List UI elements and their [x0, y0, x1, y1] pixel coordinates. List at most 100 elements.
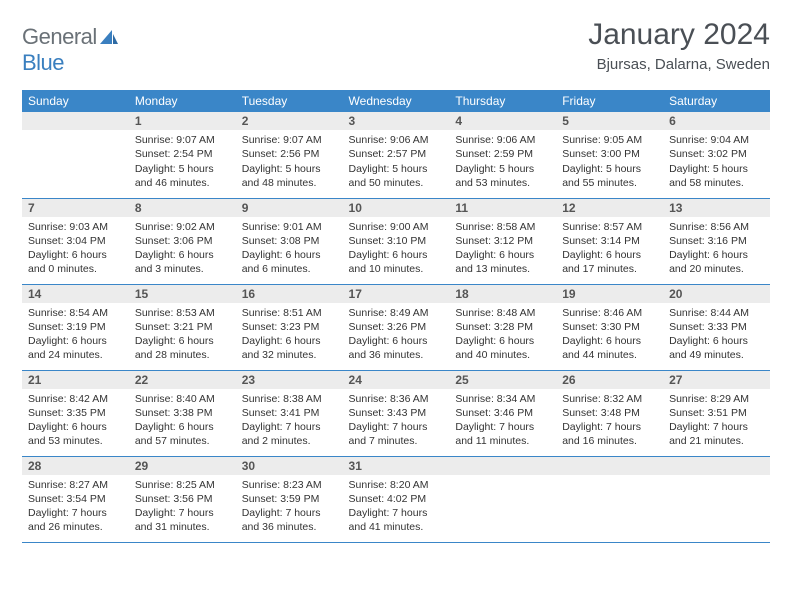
day-body: Sunrise: 8:58 AMSunset: 3:12 PMDaylight:…	[449, 217, 556, 283]
day-body: Sunrise: 8:49 AMSunset: 3:26 PMDaylight:…	[343, 303, 450, 369]
day-body: Sunrise: 8:34 AMSunset: 3:46 PMDaylight:…	[449, 389, 556, 455]
day-number: 14	[22, 285, 129, 303]
daylight-text: Daylight: 7 hours and 7 minutes.	[349, 420, 444, 448]
day-body: Sunrise: 9:06 AMSunset: 2:57 PMDaylight:…	[343, 130, 450, 196]
calendar-day-cell: 12Sunrise: 8:57 AMSunset: 3:14 PMDayligh…	[556, 198, 663, 284]
day-number: 2	[236, 112, 343, 130]
calendar-day-cell: 11Sunrise: 8:58 AMSunset: 3:12 PMDayligh…	[449, 198, 556, 284]
calendar-day-cell	[663, 456, 770, 542]
sunset-text: Sunset: 3:19 PM	[28, 320, 123, 334]
weekday-header: Sunday	[22, 90, 129, 112]
calendar-day-cell	[449, 456, 556, 542]
day-number: 20	[663, 285, 770, 303]
sunrise-text: Sunrise: 8:20 AM	[349, 478, 444, 492]
day-body: Sunrise: 8:53 AMSunset: 3:21 PMDaylight:…	[129, 303, 236, 369]
calendar-week-row: 1Sunrise: 9:07 AMSunset: 2:54 PMDaylight…	[22, 112, 770, 198]
daylight-text: Daylight: 7 hours and 36 minutes.	[242, 506, 337, 534]
calendar-day-cell	[556, 456, 663, 542]
daylight-text: Daylight: 7 hours and 41 minutes.	[349, 506, 444, 534]
calendar-day-cell: 6Sunrise: 9:04 AMSunset: 3:02 PMDaylight…	[663, 112, 770, 198]
day-body: Sunrise: 8:36 AMSunset: 3:43 PMDaylight:…	[343, 389, 450, 455]
day-number: 31	[343, 457, 450, 475]
calendar-day-cell: 3Sunrise: 9:06 AMSunset: 2:57 PMDaylight…	[343, 112, 450, 198]
calendar-day-cell: 30Sunrise: 8:23 AMSunset: 3:59 PMDayligh…	[236, 456, 343, 542]
sunrise-text: Sunrise: 9:01 AM	[242, 220, 337, 234]
daylight-text: Daylight: 6 hours and 24 minutes.	[28, 334, 123, 362]
logo-text-blue: Blue	[22, 50, 64, 75]
calendar-body: 1Sunrise: 9:07 AMSunset: 2:54 PMDaylight…	[22, 112, 770, 542]
logo-text: General Blue	[22, 24, 119, 76]
day-number: 24	[343, 371, 450, 389]
day-number: 16	[236, 285, 343, 303]
sunset-text: Sunset: 3:41 PM	[242, 406, 337, 420]
weekday-header: Friday	[556, 90, 663, 112]
day-number: 6	[663, 112, 770, 130]
calendar-day-cell: 18Sunrise: 8:48 AMSunset: 3:28 PMDayligh…	[449, 284, 556, 370]
sunrise-text: Sunrise: 8:42 AM	[28, 392, 123, 406]
sunrise-text: Sunrise: 8:49 AM	[349, 306, 444, 320]
day-body: Sunrise: 8:29 AMSunset: 3:51 PMDaylight:…	[663, 389, 770, 455]
calendar-day-cell: 1Sunrise: 9:07 AMSunset: 2:54 PMDaylight…	[129, 112, 236, 198]
calendar-day-cell: 8Sunrise: 9:02 AMSunset: 3:06 PMDaylight…	[129, 198, 236, 284]
day-number: 19	[556, 285, 663, 303]
sunrise-text: Sunrise: 9:06 AM	[455, 133, 550, 147]
calendar-day-cell: 19Sunrise: 8:46 AMSunset: 3:30 PMDayligh…	[556, 284, 663, 370]
weekday-header: Saturday	[663, 90, 770, 112]
day-number: 18	[449, 285, 556, 303]
sunrise-text: Sunrise: 8:29 AM	[669, 392, 764, 406]
sunset-text: Sunset: 3:00 PM	[562, 147, 657, 161]
sunrise-text: Sunrise: 9:02 AM	[135, 220, 230, 234]
day-number: 1	[129, 112, 236, 130]
sunrise-text: Sunrise: 8:54 AM	[28, 306, 123, 320]
sunset-text: Sunset: 3:06 PM	[135, 234, 230, 248]
day-number: 17	[343, 285, 450, 303]
sunset-text: Sunset: 2:54 PM	[135, 147, 230, 161]
sunrise-text: Sunrise: 8:34 AM	[455, 392, 550, 406]
daylight-text: Daylight: 7 hours and 26 minutes.	[28, 506, 123, 534]
daylight-text: Daylight: 6 hours and 49 minutes.	[669, 334, 764, 362]
daylight-text: Daylight: 6 hours and 10 minutes.	[349, 248, 444, 276]
sunset-text: Sunset: 3:48 PM	[562, 406, 657, 420]
title-block: January 2024 Bjursas, Dalarna, Sweden	[588, 18, 770, 73]
page-header: General Blue January 2024 Bjursas, Dalar…	[22, 18, 770, 76]
calendar-day-cell: 17Sunrise: 8:49 AMSunset: 3:26 PMDayligh…	[343, 284, 450, 370]
daylight-text: Daylight: 6 hours and 6 minutes.	[242, 248, 337, 276]
sunset-text: Sunset: 3:33 PM	[669, 320, 764, 334]
sunrise-text: Sunrise: 9:07 AM	[135, 133, 230, 147]
day-number	[22, 112, 129, 130]
sunrise-text: Sunrise: 8:38 AM	[242, 392, 337, 406]
daylight-text: Daylight: 5 hours and 55 minutes.	[562, 162, 657, 190]
day-number	[449, 457, 556, 475]
calendar-week-row: 21Sunrise: 8:42 AMSunset: 3:35 PMDayligh…	[22, 370, 770, 456]
day-body: Sunrise: 9:07 AMSunset: 2:54 PMDaylight:…	[129, 130, 236, 196]
sunrise-text: Sunrise: 8:53 AM	[135, 306, 230, 320]
daylight-text: Daylight: 5 hours and 50 minutes.	[349, 162, 444, 190]
day-body: Sunrise: 8:25 AMSunset: 3:56 PMDaylight:…	[129, 475, 236, 541]
calendar-day-cell: 14Sunrise: 8:54 AMSunset: 3:19 PMDayligh…	[22, 284, 129, 370]
daylight-text: Daylight: 5 hours and 48 minutes.	[242, 162, 337, 190]
weekday-header: Monday	[129, 90, 236, 112]
sunset-text: Sunset: 3:23 PM	[242, 320, 337, 334]
calendar-table: Sunday Monday Tuesday Wednesday Thursday…	[22, 90, 770, 543]
day-body: Sunrise: 8:42 AMSunset: 3:35 PMDaylight:…	[22, 389, 129, 455]
brand-logo: General Blue	[22, 24, 119, 76]
sunrise-text: Sunrise: 8:46 AM	[562, 306, 657, 320]
sunrise-text: Sunrise: 9:03 AM	[28, 220, 123, 234]
sunrise-text: Sunrise: 9:05 AM	[562, 133, 657, 147]
sunset-text: Sunset: 3:38 PM	[135, 406, 230, 420]
calendar-week-row: 28Sunrise: 8:27 AMSunset: 3:54 PMDayligh…	[22, 456, 770, 542]
day-number: 9	[236, 199, 343, 217]
sunrise-text: Sunrise: 8:44 AM	[669, 306, 764, 320]
day-number	[556, 457, 663, 475]
daylight-text: Daylight: 6 hours and 57 minutes.	[135, 420, 230, 448]
day-body: Sunrise: 8:48 AMSunset: 3:28 PMDaylight:…	[449, 303, 556, 369]
day-body: Sunrise: 8:54 AMSunset: 3:19 PMDaylight:…	[22, 303, 129, 369]
daylight-text: Daylight: 7 hours and 16 minutes.	[562, 420, 657, 448]
calendar-day-cell: 10Sunrise: 9:00 AMSunset: 3:10 PMDayligh…	[343, 198, 450, 284]
day-body: Sunrise: 8:57 AMSunset: 3:14 PMDaylight:…	[556, 217, 663, 283]
day-body: Sunrise: 8:56 AMSunset: 3:16 PMDaylight:…	[663, 217, 770, 283]
day-body: Sunrise: 8:32 AMSunset: 3:48 PMDaylight:…	[556, 389, 663, 455]
daylight-text: Daylight: 6 hours and 40 minutes.	[455, 334, 550, 362]
sunrise-text: Sunrise: 8:36 AM	[349, 392, 444, 406]
day-number: 4	[449, 112, 556, 130]
